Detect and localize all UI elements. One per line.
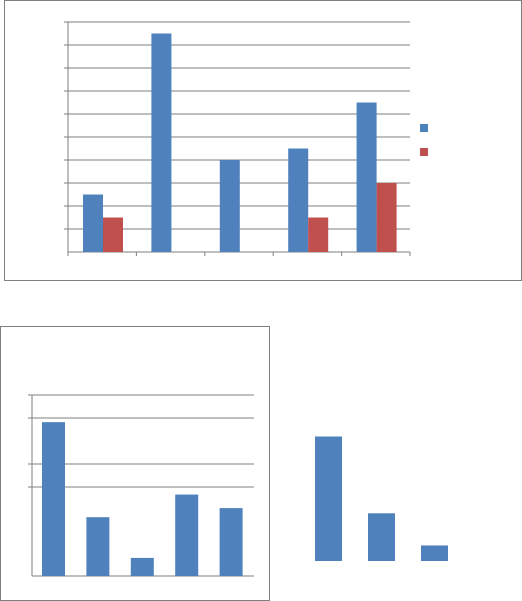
chart-3-bar (315, 436, 342, 561)
chart-3-bar (368, 513, 395, 561)
chart-2-bar (42, 422, 65, 576)
chart-3-bar (421, 545, 448, 561)
chart-1-legend (420, 124, 428, 156)
chart-1-bar (103, 217, 123, 252)
chart-1-bar (376, 183, 397, 252)
chart-2-bar (175, 494, 199, 576)
legend-swatch (420, 124, 428, 132)
chart-1-bar (288, 148, 309, 252)
chart-1-bar (151, 33, 172, 252)
chart-1-bar (356, 102, 377, 252)
chart-2-bar (86, 517, 110, 576)
chart-1-bar (308, 217, 329, 252)
chart-1-bar (83, 194, 103, 252)
chart-1-frame (4, 0, 522, 281)
chart-1-plot (64, 21, 411, 256)
chart-2-bar (219, 508, 243, 576)
legend-swatch (420, 148, 428, 156)
chart-2-bar (130, 557, 154, 576)
chart-2-plot (28, 394, 254, 577)
chart-3-plot (315, 436, 448, 561)
chart-1-bar (219, 160, 240, 252)
